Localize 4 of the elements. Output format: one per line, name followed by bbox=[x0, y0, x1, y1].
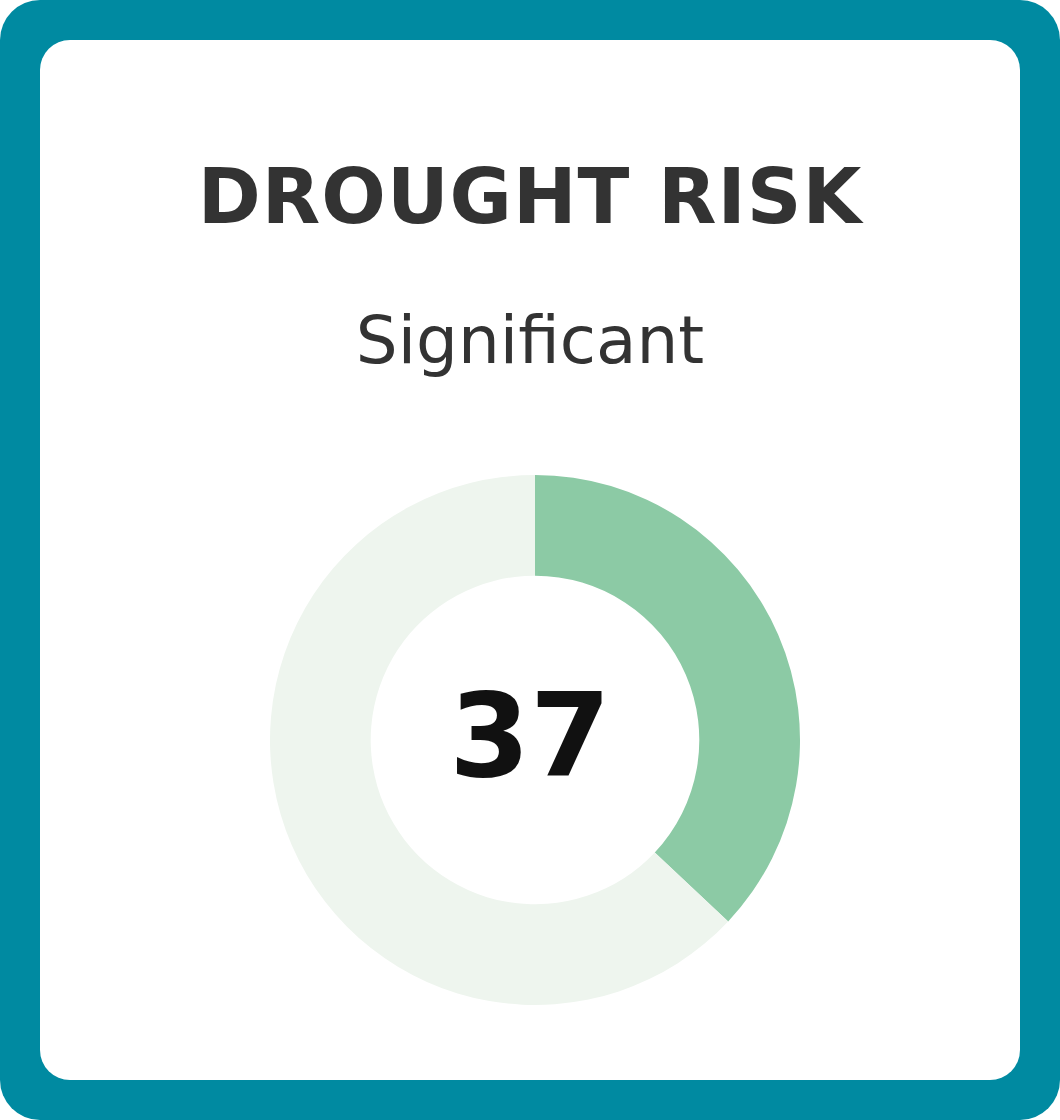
chart-subtitle: Significant bbox=[354, 302, 706, 379]
donut-slice bbox=[270, 475, 729, 1005]
text: 37 bbox=[449, 667, 611, 803]
chart-title: DROUGHT RISK bbox=[196, 152, 865, 241]
